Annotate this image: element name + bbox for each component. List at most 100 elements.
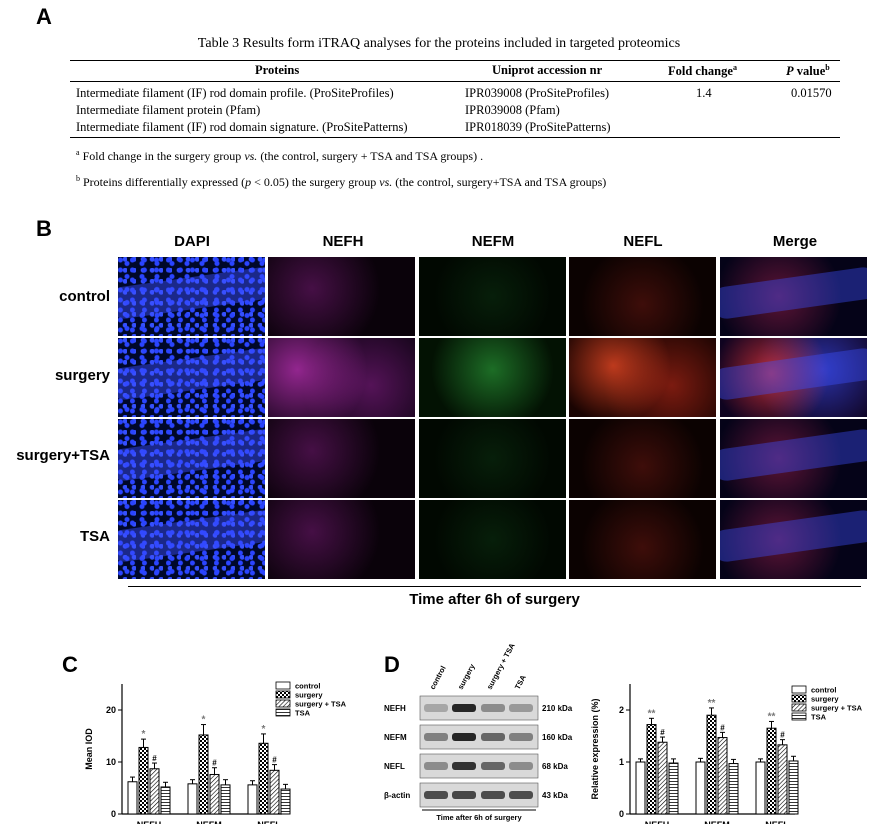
- micrograph-merge-tsa: [720, 500, 867, 579]
- blot-band: [481, 762, 505, 770]
- blot-band: [481, 791, 505, 799]
- bar-nefm-1: [706, 714, 717, 815]
- blot-caption: Time after 6h of surgery: [436, 813, 522, 822]
- y-tick-label: 20: [106, 705, 116, 715]
- legend-label-3: TSA: [295, 709, 311, 718]
- blot-lane-label-0: control: [428, 664, 448, 691]
- blot-band: [452, 704, 476, 712]
- bar-nefl-1: [766, 727, 777, 815]
- blot-band: [424, 791, 448, 799]
- x-tick-label-nefl: NEFL: [765, 820, 789, 824]
- bar-nefh-2: [149, 768, 160, 815]
- row-label-surgery: surgery: [54, 367, 110, 384]
- chart-d-relative-expression: 0 1 2 Relative expression (%) ** # NEFH ** # NEFM…: [590, 684, 863, 824]
- time-caption: Time after 6h of surgery: [409, 591, 580, 608]
- bar-nefm-3: [728, 763, 739, 815]
- column-header-nefh: NEFH: [322, 233, 364, 250]
- table-header-rule: [70, 81, 840, 82]
- table-cell-p-1: 0.01570: [791, 86, 832, 100]
- table-note-b: b Proteins differentially expressed (p <…: [76, 174, 607, 189]
- bar-nefl-2: [777, 744, 788, 815]
- panel-label-b: B: [36, 216, 52, 241]
- y-tick-label: 2: [619, 705, 624, 715]
- significance-mark: #: [212, 759, 217, 768]
- bar-nefl-1: [258, 742, 269, 815]
- blot-band: [424, 704, 448, 712]
- legend-label-3: TSA: [811, 713, 827, 722]
- significance-mark: #: [152, 754, 157, 763]
- blot-band: [509, 762, 533, 770]
- table-header-pvalue: P valueb: [786, 63, 830, 79]
- micrograph-dapi-control: [118, 257, 265, 336]
- x-tick-label-nefh: NEFH: [137, 820, 162, 824]
- micrograph-nefl-surgery-tsa: [569, 419, 716, 498]
- significance-mark: **: [708, 698, 716, 709]
- micrograph-dapi-tsa: [118, 500, 265, 579]
- blot-band: [509, 791, 533, 799]
- legend-swatch-2: [791, 703, 807, 712]
- table-bottom-rule: [70, 137, 840, 138]
- legend-label-1: surgery: [295, 691, 323, 700]
- blot-size-label-3: 43 kDa: [542, 791, 568, 800]
- blot-protein-label-2: NEFL: [384, 762, 405, 771]
- bar-nefh-1: [646, 724, 657, 815]
- x-tick-label-nefl: NEFL: [257, 820, 281, 824]
- column-header-merge: Merge: [772, 233, 818, 250]
- bar-nefl-0: [755, 761, 766, 815]
- bar-nefm-2: [209, 773, 220, 815]
- blot-band: [452, 762, 476, 770]
- micrograph-dapi-surgery: [118, 338, 265, 417]
- bar-nefm-0: [187, 783, 198, 815]
- bar-nefl-2: [269, 769, 280, 815]
- table-top-rule: [70, 60, 840, 61]
- micrograph-merge-surgery: [720, 338, 867, 417]
- table-cell-uniprot-3: IPR018039 (ProSitePatterns): [465, 120, 611, 134]
- micrograph-nefl-surgery: [569, 338, 716, 417]
- micrograph-nefh-surgery-tsa: [268, 419, 415, 498]
- legend-swatch-0: [791, 685, 807, 694]
- bar-nefm-2: [717, 737, 728, 815]
- y-tick-label: 0: [111, 809, 116, 819]
- micrograph-nefm-control: [419, 257, 566, 336]
- significance-mark: **: [648, 708, 656, 719]
- row-label-tsa: TSA: [80, 528, 110, 545]
- blot-size-label-1: 160 kDa: [542, 733, 573, 742]
- significance-mark: #: [272, 756, 277, 765]
- x-tick-label-nefh: NEFH: [645, 820, 670, 824]
- legend-swatch-1: [791, 694, 807, 703]
- legend-swatch-1: [275, 690, 291, 699]
- y-tick-label: 10: [106, 757, 116, 767]
- table-note-a: a Fold change in the surgery group vs. (…: [76, 148, 484, 163]
- micrograph-nefm-surgery: [419, 338, 566, 417]
- column-header-dapi: DAPI: [174, 233, 210, 250]
- table-header-uniprot: Uniprot accession nr: [492, 63, 603, 77]
- micrograph-nefh-surgery: [268, 338, 415, 417]
- table-header-proteins: Proteins: [255, 63, 300, 77]
- bar-nefh-0: [127, 781, 138, 815]
- table-cell-uniprot-1: IPR039008 (ProSiteProfiles): [465, 86, 610, 100]
- bar-nefm-0: [695, 761, 706, 815]
- blot-lane-label-3: TSA: [513, 673, 528, 691]
- y-axis-title: Mean IOD: [84, 728, 94, 770]
- micrograph-nefh-control: [268, 257, 415, 336]
- blot-band: [509, 733, 533, 741]
- legend-label-2: surgery + TSA: [811, 704, 863, 713]
- micrograph-nefl-control: [569, 257, 716, 336]
- legend-swatch-3: [791, 712, 807, 721]
- micrograph-dapi-surgery-tsa: [118, 419, 265, 498]
- table-header-fold: Fold changea: [668, 63, 737, 79]
- bar-nefm-3: [220, 784, 231, 815]
- micrograph-nefm-tsa: [419, 500, 566, 579]
- table-cell-protein-2: Intermediate filament protein (Pfam): [76, 103, 261, 117]
- micrograph-nefh-tsa: [268, 500, 415, 579]
- bar-nefm-1: [198, 734, 209, 815]
- panel-label-d: D: [384, 652, 400, 677]
- blot-band: [424, 733, 448, 741]
- bar-nefh-2: [657, 741, 668, 815]
- y-tick-label: 0: [619, 809, 624, 819]
- legend-swatch-3: [275, 708, 291, 717]
- blot-band: [481, 733, 505, 741]
- bar-nefh-3: [668, 762, 679, 815]
- y-tick-label: 1: [619, 757, 624, 767]
